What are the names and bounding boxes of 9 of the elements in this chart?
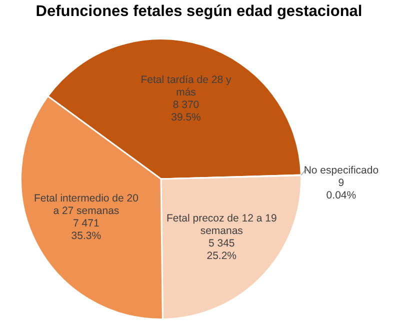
data-label: 7 471 35.3% — [71, 218, 102, 242]
chart-title: Defunciones fetales según edad gestacional — [34, 3, 364, 21]
data-label: 8 370 39.5% — [171, 98, 201, 124]
slice-label: Fetal precoz de 12 a 19 semanas — [166, 212, 277, 237]
data-label: 9 0.04% — [326, 177, 356, 202]
slice-label: Fetal tardía de 28 y más — [140, 74, 232, 98]
slice-label: Fetal intermedio de 20 a 27 semanas — [34, 192, 139, 218]
data-label: 5 345 25.2% — [206, 238, 237, 262]
slice-label: No especificado — [304, 164, 379, 177]
